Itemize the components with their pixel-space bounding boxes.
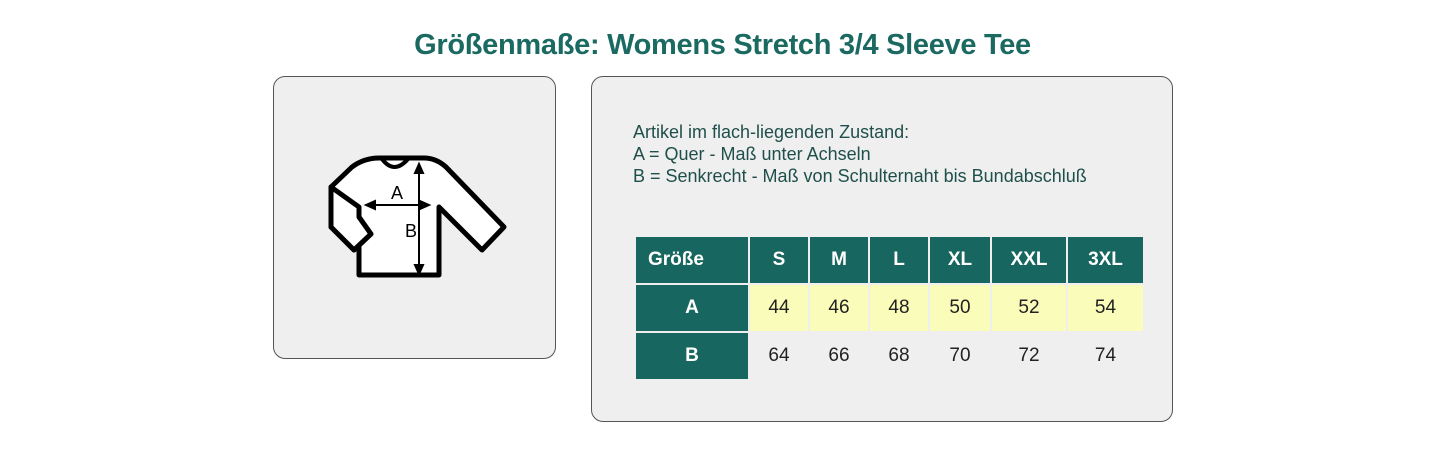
table-cell: 68 <box>888 345 910 366</box>
table-cell: 44 <box>750 285 808 331</box>
table-cell: 52 <box>992 285 1066 331</box>
table-cell: 72 <box>1018 345 1040 366</box>
table-cell: 66 <box>828 345 850 366</box>
header-cell: M <box>810 237 868 283</box>
measurement-description: Artikel im flach-liegenden Zustand: A = … <box>633 121 1087 187</box>
size-info-panel: Artikel im flach-liegenden Zustand: A = … <box>591 76 1173 422</box>
long-sleeve-shirt-measurement-icon: A B <box>328 155 507 278</box>
illustration-panel: A B <box>273 76 556 359</box>
table-row: A 44 46 48 50 52 54 <box>636 285 1143 331</box>
label-a: A <box>391 183 403 203</box>
table-cell: 74 <box>1094 345 1117 366</box>
size-table: Größe S M L XL XXL 3XL A 44 46 48 50 52 … <box>634 235 1145 381</box>
label-b: B <box>405 221 417 241</box>
header-cell: L <box>870 237 928 283</box>
description-line: Artikel im flach-liegenden Zustand: <box>633 122 910 142</box>
table-cell: 46 <box>810 285 868 331</box>
header-cell: XXL <box>992 237 1066 283</box>
table-header-row: Größe S M L XL XXL 3XL <box>636 237 1143 283</box>
header-cell: S <box>750 237 808 283</box>
header-cell: 3XL <box>1068 237 1143 283</box>
table-cell: 54 <box>1068 285 1143 331</box>
table-cell: 50 <box>930 285 990 331</box>
row-label: A <box>636 285 748 331</box>
row-label: B <box>636 333 748 379</box>
description-line: A = Quer - Maß unter Achseln <box>633 144 871 164</box>
page-title: Größenmaße: Womens Stretch 3/4 Sleeve Te… <box>414 29 1031 61</box>
table-cell: 48 <box>870 285 928 331</box>
header-cell: XL <box>930 237 990 283</box>
table-row: B 64 66 68 70 72 74 <box>636 333 1143 379</box>
table-cell: 64 <box>768 345 790 366</box>
description-line: B = Senkrecht - Maß von Schulternaht bis… <box>633 166 1087 186</box>
table-cell: 70 <box>949 345 971 366</box>
header-cell: Größe <box>636 237 748 283</box>
